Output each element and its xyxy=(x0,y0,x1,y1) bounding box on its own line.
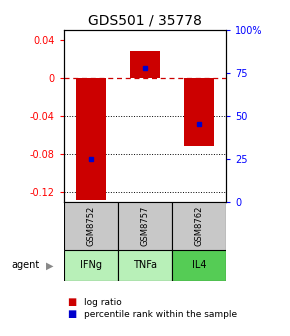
Bar xyxy=(172,202,226,250)
Text: log ratio: log ratio xyxy=(84,298,122,307)
Bar xyxy=(130,51,160,78)
Text: ▶: ▶ xyxy=(46,260,53,270)
Bar xyxy=(118,202,172,250)
Text: IL4: IL4 xyxy=(192,260,206,270)
Text: TNFa: TNFa xyxy=(133,260,157,270)
Text: GSM8757: GSM8757 xyxy=(140,206,150,246)
Text: ■: ■ xyxy=(67,309,76,319)
Bar xyxy=(118,250,172,281)
Bar xyxy=(172,250,226,281)
Bar xyxy=(64,250,118,281)
Text: ■: ■ xyxy=(67,297,76,307)
Text: GDS501 / 35778: GDS501 / 35778 xyxy=(88,13,202,28)
Bar xyxy=(76,78,106,200)
Bar xyxy=(64,202,118,250)
Text: agent: agent xyxy=(12,260,40,270)
Text: percentile rank within the sample: percentile rank within the sample xyxy=(84,310,237,319)
Text: IFNg: IFNg xyxy=(80,260,102,270)
Bar xyxy=(184,78,214,146)
Text: GSM8762: GSM8762 xyxy=(195,206,204,246)
Text: GSM8752: GSM8752 xyxy=(86,206,95,246)
